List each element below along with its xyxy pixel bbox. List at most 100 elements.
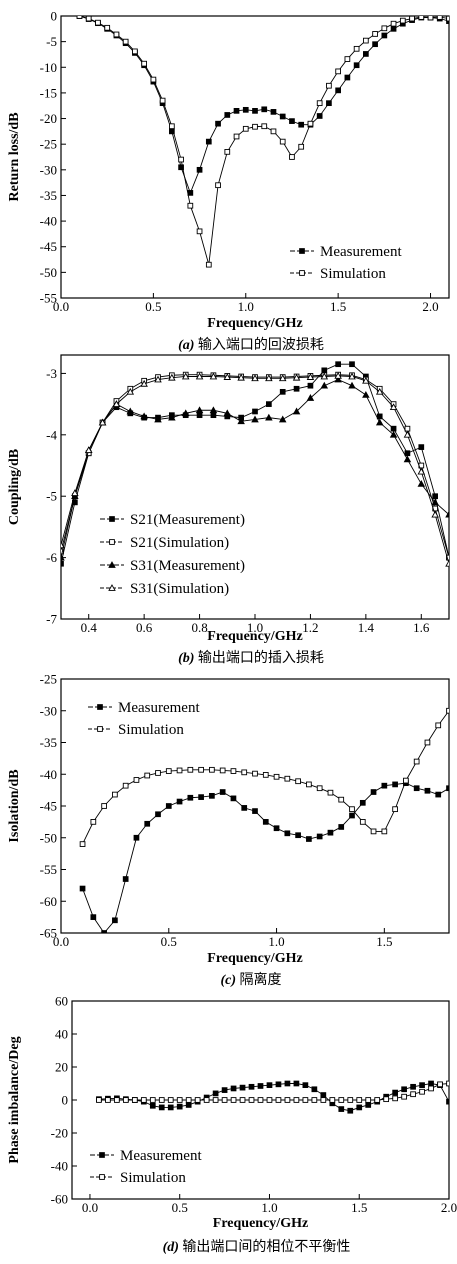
data-point bbox=[413, 758, 420, 765]
data-point bbox=[363, 37, 369, 44]
y-tick-label: -5 bbox=[46, 34, 57, 49]
data-point bbox=[248, 1097, 255, 1103]
x-tick-label: 0.8 bbox=[191, 620, 207, 635]
data-point bbox=[436, 16, 443, 20]
data-point bbox=[215, 182, 221, 189]
data-point bbox=[90, 914, 97, 920]
data-point bbox=[362, 390, 370, 398]
data-point bbox=[435, 791, 442, 798]
plot-frame bbox=[60, 15, 450, 299]
y-axis-title: Coupling/dB bbox=[7, 449, 22, 525]
data-point bbox=[270, 109, 277, 115]
data-point bbox=[446, 554, 449, 561]
series-s21-measurement- bbox=[61, 361, 449, 567]
data-point bbox=[409, 16, 415, 22]
data-point bbox=[399, 17, 406, 24]
series-line bbox=[82, 782, 449, 933]
y-tick-label: -20 bbox=[51, 1126, 68, 1141]
data-point bbox=[362, 376, 370, 384]
data-point bbox=[326, 82, 332, 89]
data-point bbox=[230, 768, 237, 774]
series-simulation bbox=[79, 707, 449, 847]
data-point bbox=[209, 766, 215, 773]
data-point bbox=[154, 375, 162, 383]
data-point bbox=[302, 1097, 309, 1103]
data-point bbox=[101, 803, 107, 809]
data-point bbox=[306, 373, 315, 380]
data-point bbox=[248, 1083, 255, 1090]
data-point bbox=[428, 1080, 434, 1087]
y-tick-label: 0 bbox=[62, 1093, 69, 1108]
panel-caption-letter: (d) bbox=[163, 1240, 179, 1255]
panel-caption-letter: (a) bbox=[178, 338, 194, 353]
y-tick-label: -4 bbox=[46, 427, 57, 442]
data-point bbox=[176, 767, 183, 774]
data-point bbox=[195, 372, 204, 380]
data-point bbox=[335, 68, 341, 75]
data-point bbox=[381, 828, 388, 835]
data-point bbox=[187, 766, 194, 773]
data-point bbox=[112, 917, 118, 924]
data-point bbox=[413, 785, 420, 792]
x-tick-label: 1.0 bbox=[261, 1200, 277, 1215]
data-point bbox=[112, 791, 118, 798]
data-point bbox=[279, 113, 286, 120]
data-point bbox=[372, 41, 378, 48]
data-point bbox=[140, 379, 148, 387]
data-point bbox=[344, 74, 351, 81]
data-point bbox=[252, 408, 258, 415]
data-point bbox=[141, 60, 147, 67]
data-point bbox=[71, 489, 79, 496]
legend-marker bbox=[97, 726, 103, 732]
data-point bbox=[90, 819, 97, 825]
data-point bbox=[198, 794, 204, 800]
y-axis-title: Phase imbalance/Deg bbox=[7, 1036, 22, 1163]
data-point bbox=[320, 1092, 327, 1098]
data-point bbox=[284, 1097, 291, 1103]
data-point bbox=[257, 1083, 264, 1089]
data-point bbox=[389, 403, 398, 411]
legend-marker bbox=[97, 704, 103, 710]
data-point bbox=[306, 394, 315, 401]
data-point bbox=[419, 1082, 425, 1089]
data-point bbox=[223, 409, 232, 417]
data-point bbox=[223, 373, 232, 380]
data-point bbox=[168, 413, 176, 421]
data-point bbox=[356, 1097, 363, 1103]
data-point bbox=[122, 38, 129, 45]
data-point bbox=[403, 777, 409, 784]
data-point bbox=[273, 825, 280, 832]
data-point bbox=[209, 372, 218, 380]
data-point bbox=[327, 829, 334, 836]
data-point bbox=[241, 805, 248, 811]
data-point bbox=[381, 32, 388, 39]
data-point bbox=[122, 876, 129, 882]
y-tick-label: -50 bbox=[40, 830, 57, 845]
data-point bbox=[167, 1097, 174, 1103]
y-tick-label: -20 bbox=[40, 111, 57, 126]
data-point bbox=[365, 1097, 372, 1103]
y-tick-label: -10 bbox=[40, 60, 57, 75]
data-point bbox=[252, 770, 258, 777]
data-point bbox=[278, 415, 287, 423]
data-point bbox=[133, 834, 140, 841]
data-point bbox=[295, 832, 301, 839]
panel-caption: (d) 输出端口间的相位不平衡性 bbox=[163, 1239, 351, 1255]
legend-marker bbox=[108, 561, 116, 568]
data-point bbox=[230, 1097, 237, 1103]
data-point bbox=[205, 138, 212, 145]
data-point bbox=[427, 16, 434, 21]
data-point bbox=[233, 108, 240, 114]
data-point bbox=[275, 1081, 282, 1088]
legend-label: Measurement bbox=[118, 700, 200, 716]
panel-caption-text: 输出端口间的相位不平衡性 bbox=[179, 1239, 351, 1255]
data-point bbox=[149, 1102, 156, 1109]
legend-marker bbox=[109, 516, 115, 522]
y-tick-label: -40 bbox=[40, 767, 57, 782]
data-point bbox=[404, 425, 411, 432]
data-point bbox=[292, 373, 301, 381]
data-point bbox=[375, 387, 384, 395]
y-tick-label: -40 bbox=[51, 1159, 68, 1174]
series-simulation bbox=[76, 16, 449, 268]
x-tick-label: 1.2 bbox=[302, 620, 318, 635]
